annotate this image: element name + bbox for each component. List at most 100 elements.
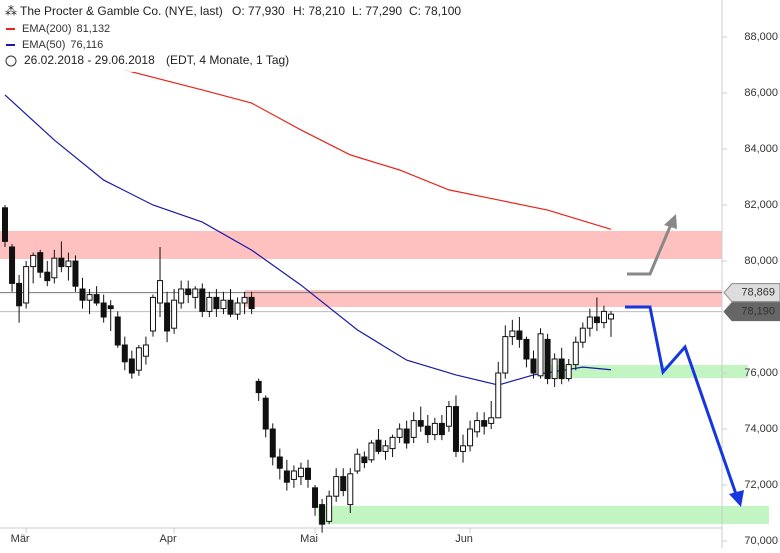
candle-body — [128, 358, 135, 374]
candle-body — [558, 358, 565, 380]
candle-body — [544, 338, 551, 380]
candle-body — [16, 282, 23, 307]
candle-body — [523, 338, 530, 360]
candle-body — [178, 288, 185, 304]
candle-body — [290, 470, 297, 480]
candle-body — [368, 442, 375, 461]
x-tick-label: Jun — [455, 533, 473, 545]
candle-body — [2, 207, 8, 242]
candle-body — [361, 456, 368, 464]
arrows — [625, 214, 744, 507]
candle-body — [305, 467, 311, 480]
y-tick-label: 86,000 — [744, 87, 778, 99]
candle-body — [227, 299, 234, 315]
candle-body — [171, 299, 178, 329]
arrow-head — [664, 214, 677, 229]
candle-body — [600, 310, 607, 324]
candle-body — [206, 296, 213, 312]
candle-body — [58, 257, 65, 268]
candle-body — [142, 344, 149, 357]
support-zone — [318, 506, 769, 524]
candle-body — [199, 288, 206, 312]
candle-body — [403, 428, 410, 444]
candle-body — [417, 420, 424, 427]
legend-label: EMA(200) — [22, 23, 72, 35]
candle-body — [460, 445, 467, 452]
candle-body — [157, 280, 164, 304]
low: L: 77,290 — [352, 4, 402, 18]
chart-title: The Procter & Gamble Co. (NYE, last) — [20, 4, 223, 18]
candle-body — [333, 476, 340, 497]
candle-body — [586, 316, 593, 329]
candle-body — [234, 302, 241, 315]
candle-body — [100, 302, 107, 318]
candle-body — [572, 341, 579, 366]
ema-line — [124, 69, 612, 230]
candle-body — [164, 302, 171, 332]
clock-icon — [5, 55, 17, 67]
candle-body — [9, 246, 16, 284]
candle-body — [255, 380, 262, 394]
candle-body — [354, 453, 361, 472]
y-tick-label: 76,000 — [744, 367, 778, 379]
candle-body — [579, 327, 586, 343]
candle-body — [276, 456, 283, 469]
y-tick-label: 80,000 — [744, 255, 778, 267]
candle-body — [565, 364, 572, 380]
candle-body — [220, 299, 227, 310]
candle-body — [185, 288, 192, 296]
arrow — [627, 221, 674, 276]
y-tick-label: 82,000 — [744, 199, 778, 211]
candle-body — [593, 316, 600, 324]
candle-body — [530, 358, 537, 374]
legend-value: 76,116 — [70, 39, 103, 51]
candle-body — [79, 288, 86, 301]
period: 26.02.2018 - 29.06.2018 — [24, 53, 155, 67]
candle-body — [551, 358, 558, 380]
icon: ⁂ — [5, 4, 17, 18]
arrow — [625, 305, 739, 498]
candle-body — [241, 296, 248, 304]
candle-body — [516, 330, 523, 340]
x-tick-label: Mai — [300, 533, 318, 545]
candle-body — [424, 425, 431, 436]
arrow-head — [729, 490, 744, 507]
candle-body — [488, 417, 495, 424]
close: C: 78,100 — [409, 4, 461, 18]
legend-swatch — [6, 28, 15, 30]
candle-body — [44, 271, 51, 282]
candle-body — [326, 495, 333, 522]
candle-body — [93, 294, 100, 304]
x-tick-label: Mär — [11, 533, 30, 545]
y-tick-label: 74,000 — [744, 423, 778, 435]
legend-value: 81,132 — [77, 23, 111, 35]
candle-body — [495, 372, 502, 419]
resistance-zone — [245, 290, 722, 307]
candle-body — [135, 347, 142, 371]
candle-body — [312, 487, 319, 508]
candle-body — [382, 445, 389, 452]
y-tick-label: 88,000 — [744, 31, 778, 43]
candle-body — [86, 294, 93, 301]
candle-body — [297, 467, 304, 478]
y-tick-label: 72,000 — [744, 479, 778, 491]
candle-body — [537, 333, 544, 377]
candle-body — [340, 476, 347, 492]
price-marker — [723, 283, 780, 303]
candle-body — [283, 470, 290, 483]
annotations — [0, 231, 769, 524]
candle-body — [262, 397, 269, 430]
price-marker — [723, 302, 780, 322]
candle-body — [410, 420, 417, 438]
candle-body — [213, 296, 220, 310]
candle-body — [121, 344, 128, 363]
y-tick-label: 70,000 — [744, 535, 778, 547]
candle-body — [431, 422, 438, 436]
candle-body — [502, 336, 509, 374]
candle-body — [445, 406, 452, 427]
candle-body — [30, 254, 37, 268]
candle-body — [396, 428, 403, 438]
legend-label: EMA(50) — [22, 39, 65, 51]
candle-body — [474, 420, 481, 433]
